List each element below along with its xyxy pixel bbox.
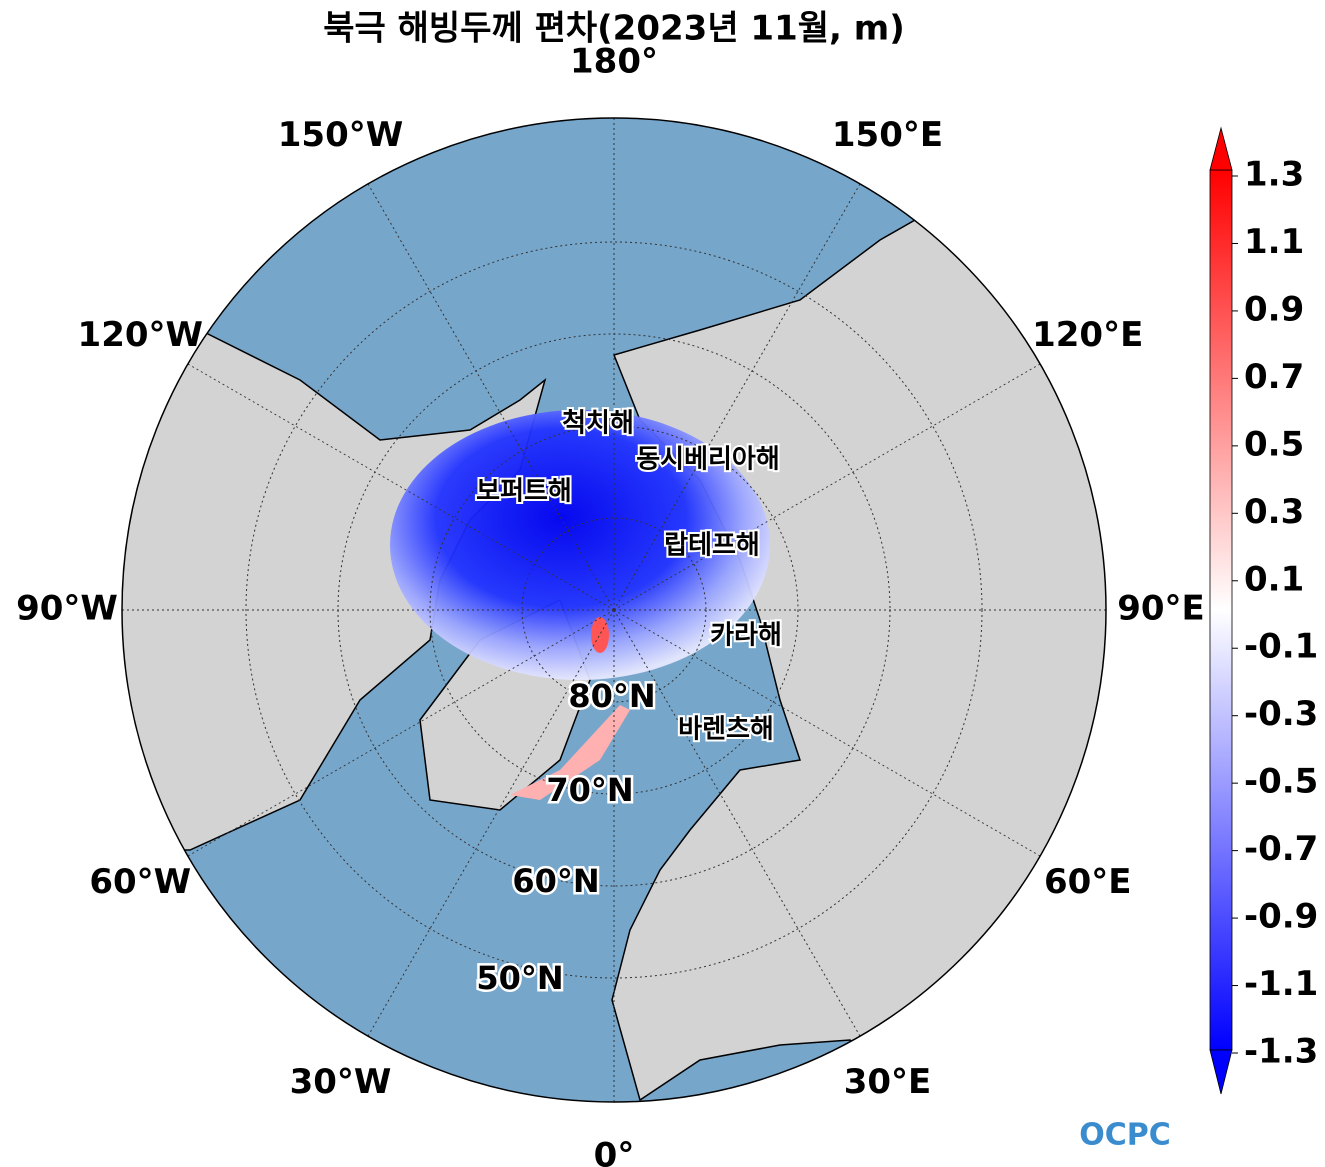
colorbar-extend-min [1209,1049,1233,1095]
longitude-label: 30°E [844,1062,932,1102]
sea-name: 바렌츠해 [678,715,774,745]
longitude-label: 120°E [1032,315,1143,355]
longitude-label: 30°W [290,1062,392,1102]
labels: 180° 150°E 120°E 90°E 60°E 30°E 0° 30°W 60°W 90°W… [16,42,1205,1167]
latitude-label: 60°N [512,862,599,900]
ice-anomaly-positive [591,617,609,653]
colorbar-tick-label: -0.7 [1244,829,1318,869]
longitude-label: 90°W [16,589,118,629]
graticule [122,118,1106,1102]
meridian [613,609,861,1037]
longitude-label: 60°W [89,862,191,902]
colorbar-tick-label: 1.3 [1244,155,1304,195]
logo: OCPC [1079,1118,1171,1153]
meridian [613,183,861,611]
longitude-label: 120°W [78,315,203,355]
colorbar-tick-label: 0.7 [1244,357,1304,397]
colorbar-tick-label: -0.9 [1244,897,1318,937]
latitude-label: 50°N [476,959,563,997]
map-border [121,117,1107,1103]
sea-name: 보퍼트해 [476,477,572,507]
colorbar-tick-label: -1.1 [1244,964,1318,1004]
colorbar-tick-label: -0.1 [1244,627,1318,667]
map-area [122,118,1106,1102]
sea-name: 척치해 [562,409,634,439]
meridian [367,609,615,1037]
longitude-label: 90°E [1117,589,1205,629]
longitude-label: 150°E [832,115,943,155]
meridian [367,183,615,611]
meridian [613,363,1041,611]
sea-name: 랍테프해 [664,531,760,561]
colorbar-extend-max [1209,126,1233,171]
longitude-label: 60°E [1044,862,1132,902]
colorbar-tick-label: 0.9 [1244,289,1304,329]
longitude-label: 150°W [278,115,403,155]
ice-anomaly [390,410,770,680]
latitude-circle [245,241,983,979]
colorbar-tick-label: -1.3 [1244,1032,1318,1072]
sea-name: 카라해 [710,621,782,651]
colorbar-tick-label: 0.1 [1244,559,1304,599]
meridian [187,609,615,857]
latitude-label: 80°N [568,677,655,715]
longitude-label: 180° [570,42,658,82]
latitude-label: 70°N [546,771,633,809]
colorbar-tick-label: -0.5 [1244,762,1318,802]
colorbar-tick-label: 0.5 [1244,424,1304,464]
sea-name: 동시베리아해 [636,445,780,475]
colorbar-tick-label: 0.3 [1244,492,1304,532]
longitude-label: 0° [594,1136,635,1167]
latitude-circle [429,425,799,795]
meridian [187,363,615,611]
title: 북극 해빙두께 편차(2023년 11월, m) [323,9,905,49]
colorbar [1209,169,1233,1051]
ice-anomaly-positive [510,705,630,800]
colorbar-tick-label: -0.3 [1244,694,1318,734]
meridian [613,609,1041,857]
colorbar-tick-label: 1.1 [1244,222,1304,262]
